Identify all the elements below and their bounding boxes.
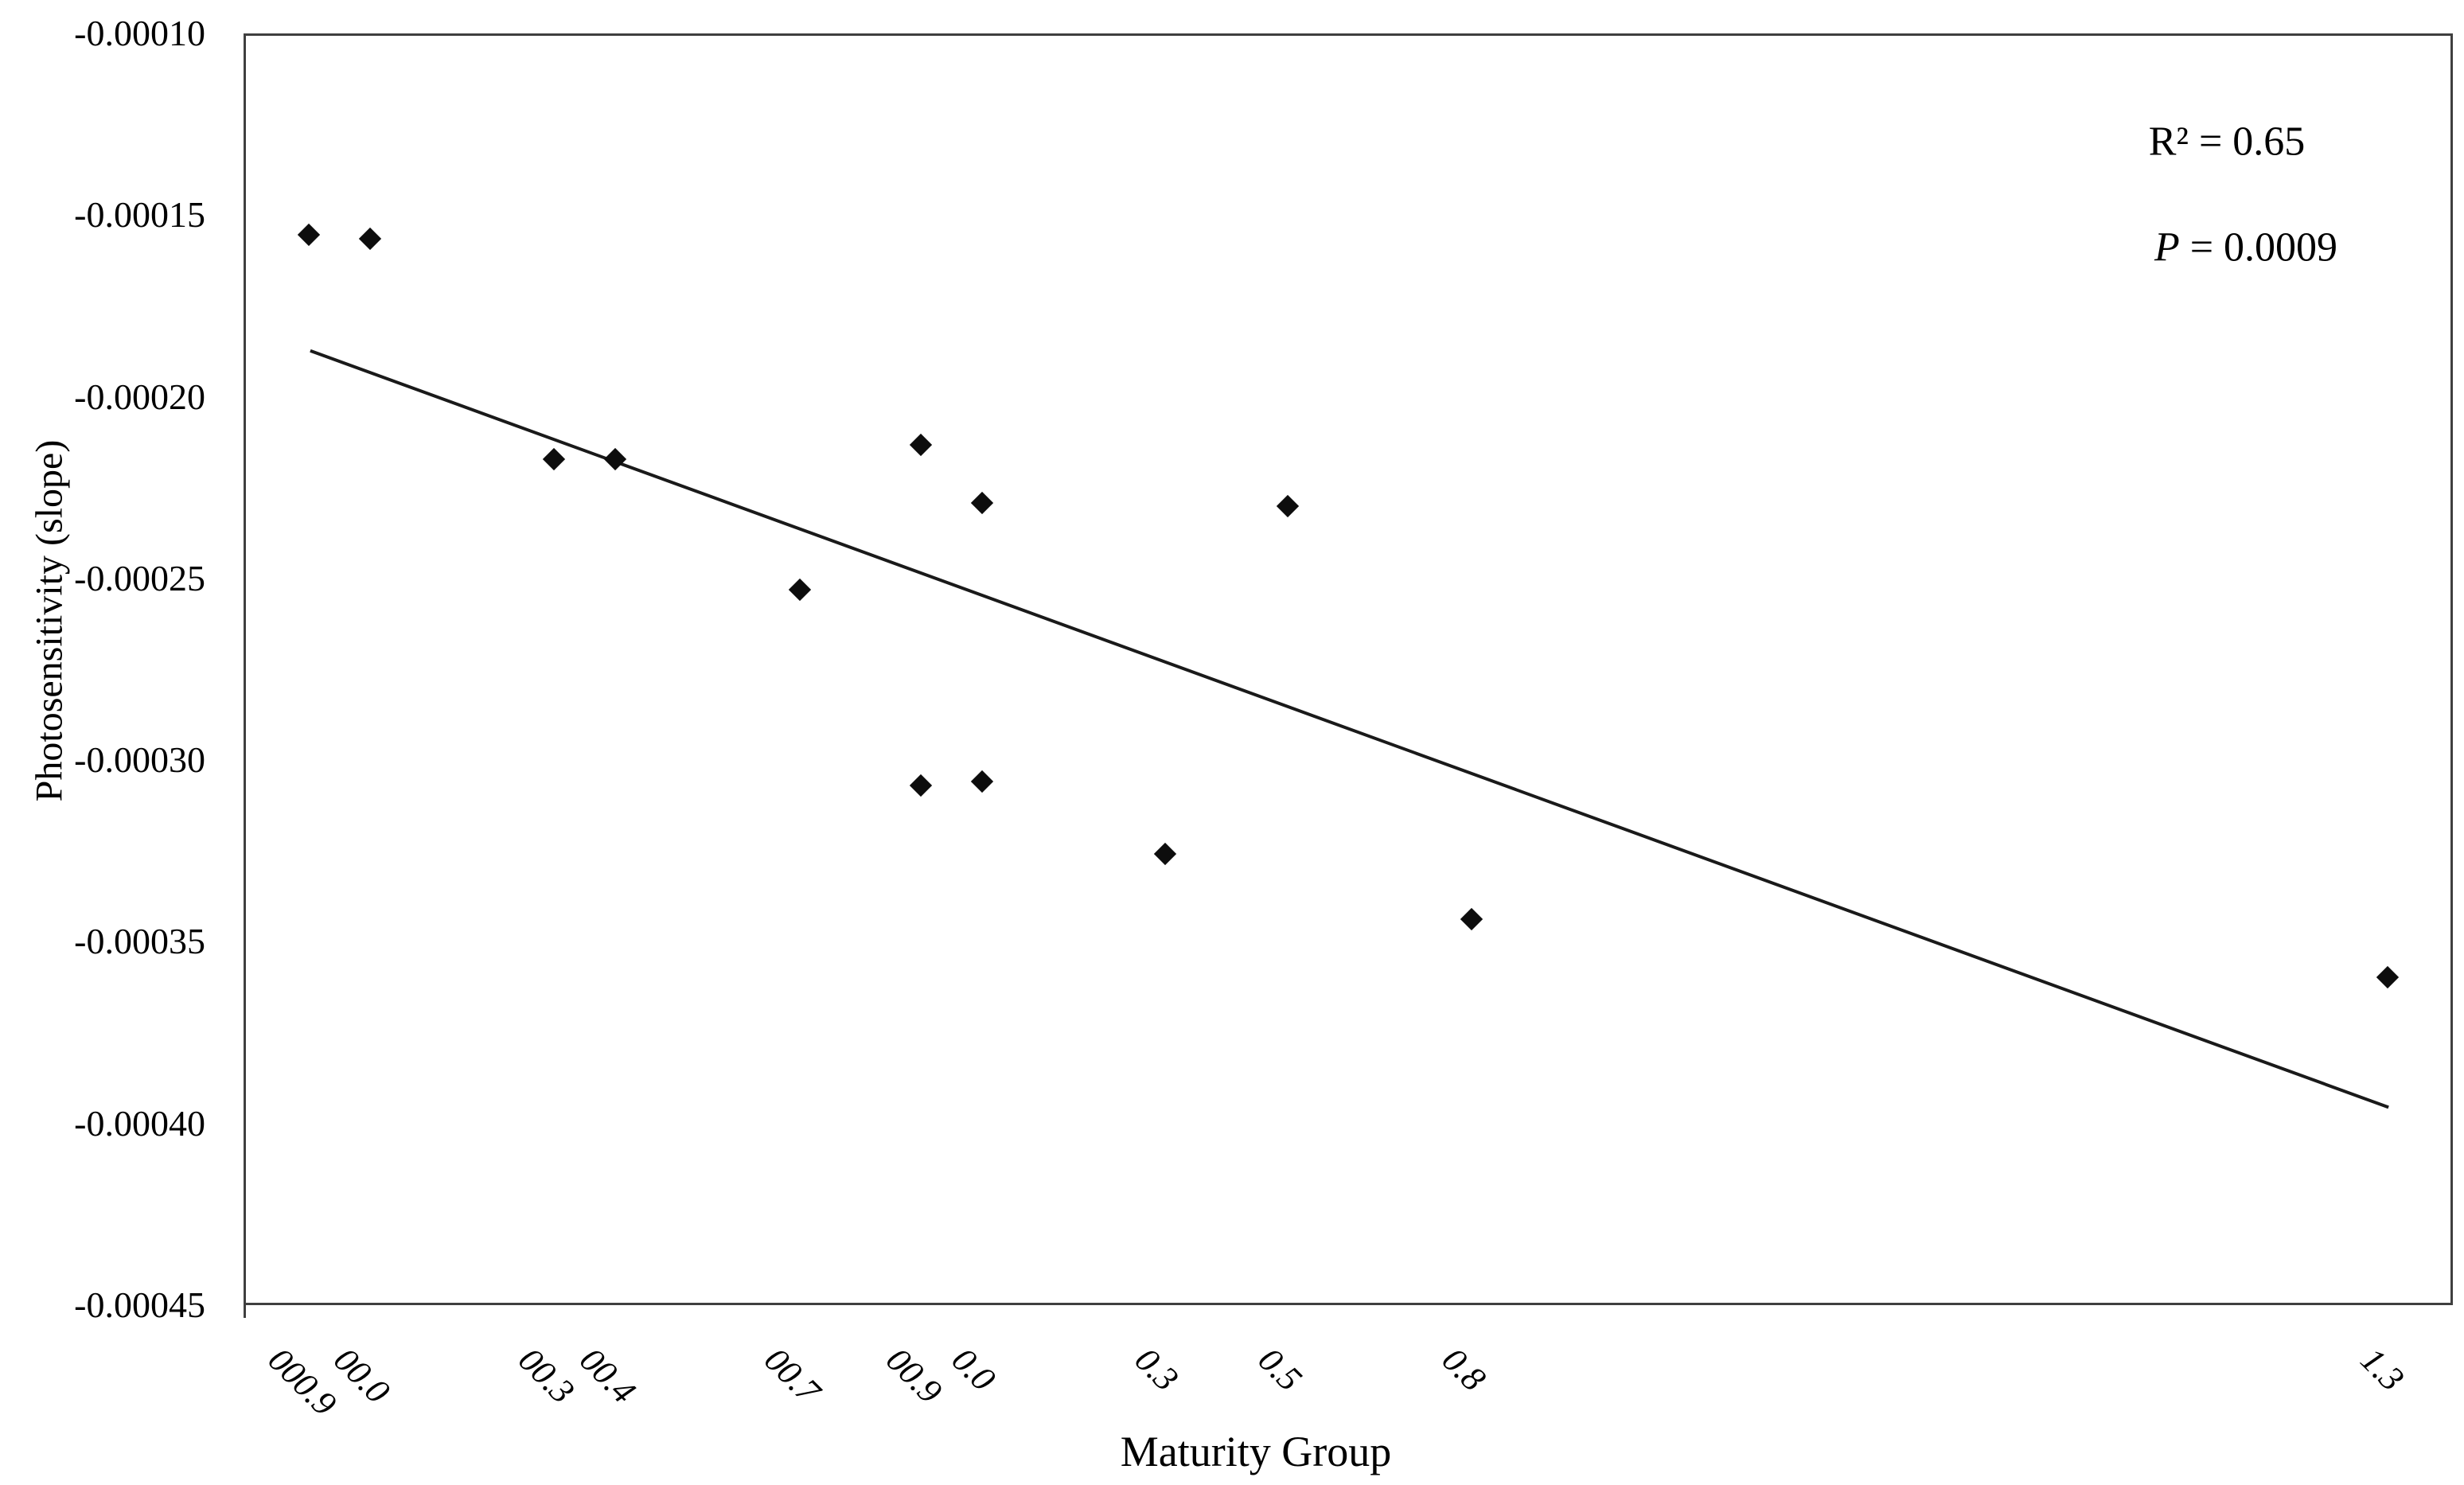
x-tick-label: 0.8: [1434, 1339, 1494, 1399]
r-squared-annotation: R² = 0.65: [2149, 119, 2306, 166]
p-value-annotation: P = 0.0009: [2154, 224, 2337, 271]
y-tick-label: -0.00010: [74, 13, 205, 53]
y-tick-label: -0.00020: [74, 376, 205, 417]
y-tick-label: -0.00015: [74, 194, 205, 236]
y-tick-label: -0.00035: [74, 921, 205, 962]
data-point-diamond: [603, 448, 627, 471]
data-point-diamond: [543, 448, 566, 471]
x-tick-label: 0.3: [1127, 1339, 1187, 1399]
data-point-diamond: [2376, 965, 2400, 988]
y-tick-label: -0.00025: [74, 557, 205, 598]
y-tick-label: -0.00040: [74, 1102, 205, 1144]
trendline: [310, 349, 2389, 1109]
y-axis-ticks: -0.00010 -0.00015 -0.00020 -0.00025 -0.00030…: [0, 15, 205, 1323]
data-point-diamond: [1460, 907, 1483, 930]
data-point-diamond: [970, 770, 994, 793]
data-point-diamond: [1153, 842, 1176, 866]
points-layer: [246, 36, 2450, 1303]
x-tick-label: 0.0: [944, 1339, 1004, 1399]
p-value-text: = 0.0009: [2179, 224, 2338, 271]
x-tick-label: 00.3: [511, 1339, 583, 1411]
data-point-diamond: [1276, 495, 1300, 518]
x-tick-label: 00.4: [572, 1339, 644, 1411]
data-point-diamond: [970, 491, 994, 514]
y-tick-label: -0.00030: [74, 739, 205, 781]
data-point-diamond: [358, 227, 381, 250]
x-axis-ticks: 000.9 00.0 00.3 00.4 00.7 00.9 0.0 0.3 0.5 0.8 1.3: [244, 1305, 2453, 1440]
p-label-text: P: [2154, 224, 2180, 271]
x-tick-label: 000.9: [260, 1339, 345, 1424]
x-tick-label: 00.9: [879, 1339, 950, 1411]
trendline-layer: [310, 349, 2389, 1109]
data-point-diamond: [297, 224, 321, 247]
y-tick-label: -0.00045: [74, 1284, 205, 1325]
x-tick-label: 00.7: [757, 1339, 828, 1411]
r-squared-text: R² = 0.65: [2148, 119, 2306, 165]
x-tick-label: 1.3: [2353, 1339, 2412, 1399]
plot-area: [244, 33, 2453, 1305]
x-tick-label: 0.5: [1250, 1339, 1310, 1399]
data-point-diamond: [910, 433, 933, 457]
data-point-diamond: [788, 578, 811, 602]
y-axis-extension-tick: [244, 1305, 246, 1318]
x-axis-title: Maturity Group: [1120, 1428, 1392, 1475]
data-point-diamond: [910, 774, 933, 797]
